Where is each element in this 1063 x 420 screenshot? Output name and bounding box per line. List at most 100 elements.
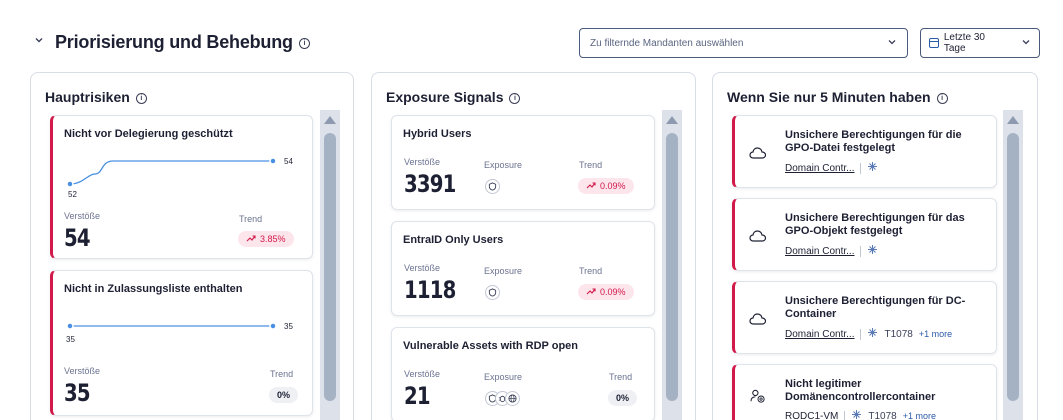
info-icon[interactable]: i [509, 92, 521, 104]
trend-sparkline [66, 322, 277, 330]
technique-id: T1078 [884, 328, 913, 340]
scrollbar[interactable] [320, 110, 340, 420]
scrollbar[interactable] [662, 110, 682, 420]
trend-badge: 0.09% [578, 178, 634, 194]
mitre-icon [867, 327, 878, 341]
violations-count: 21 [404, 382, 431, 410]
panel-five-minutes: Wenn Sie nur 5 Minuten haben i Unsichere … [712, 72, 1038, 420]
info-icon[interactable]: i [298, 37, 310, 49]
card-title: Nicht in Zulassungsliste enthalten [64, 283, 243, 295]
mitre-icon [867, 161, 878, 175]
shield-icon [485, 179, 500, 194]
globe-icon [505, 391, 520, 406]
sparkline-start-label: 52 [68, 190, 77, 199]
panel-title: Hauptrisiken i [45, 89, 147, 105]
trend-value: 3.85% [260, 234, 286, 244]
violations-label: Verstöße [64, 366, 101, 376]
chevron-down-icon[interactable] [33, 34, 47, 48]
technique-id: T1078 [868, 410, 897, 420]
item-meta: Domain Contr... [785, 161, 878, 175]
divider [860, 162, 862, 174]
divider [844, 410, 846, 420]
sparkline-end-label: 54 [284, 157, 293, 166]
exposure-label: Exposure [484, 266, 523, 276]
panel-title: Exposure Signals i [386, 89, 521, 105]
violations-label: Verstöße [64, 211, 101, 221]
sparkline-start-label: 35 [66, 335, 75, 344]
scrollbar-thumb[interactable] [1007, 133, 1019, 401]
trend-value: 0.09% [600, 181, 626, 191]
quick-fix-item[interactable]: Unsichere Berechtigungen für die GPO-Dat… [732, 115, 997, 188]
item-meta: Domain Contr... T1078 +1 more [785, 327, 952, 341]
violations-count: 35 [64, 379, 91, 407]
risk-card[interactable]: Nicht in Zulassungsliste enthalten 35 35… [50, 270, 313, 416]
user-at-icon [750, 389, 765, 403]
panel-main-risks: Hauptrisiken i Nicht vor Delegierung gesc… [30, 72, 354, 420]
asset-link[interactable]: Domain Contr... [785, 162, 855, 174]
trend-badge: 0% [608, 390, 638, 406]
tenant-filter-placeholder: Zu filternde Mandanten auswählen [590, 37, 744, 49]
panel-title: Wenn Sie nur 5 Minuten haben i [727, 89, 948, 105]
trend-up-icon [586, 287, 596, 297]
info-icon[interactable]: i [135, 92, 147, 104]
trend-sparkline [66, 157, 277, 188]
violations-count: 1118 [404, 276, 456, 304]
more-techniques-link[interactable]: +1 more [902, 411, 936, 420]
trend-value: 0.09% [600, 287, 626, 297]
signal-card[interactable]: Vulnerable Assets with RDP open Verstöße… [391, 327, 655, 420]
tenant-filter-select[interactable]: Zu filternde Mandanten auswählen [579, 28, 908, 58]
trend-label: Trend [239, 214, 263, 224]
signal-card[interactable]: EntraID Only Users Verstöße 1118 Exposur… [391, 221, 655, 316]
risk-card[interactable]: Nicht vor Delegierung geschützt 52 54 Ve… [50, 115, 313, 259]
trend-badge: 3.85% [238, 231, 294, 247]
violations-label: Verstöße [404, 369, 441, 379]
scrollbar[interactable] [1003, 110, 1023, 420]
scrollbar-thumb[interactable] [666, 133, 678, 401]
item-title: Unsichere Berechtigungen für DC-Containe… [785, 295, 966, 320]
card-title: EntraID Only Users [403, 234, 504, 246]
asset-link[interactable]: RODC1-VM [785, 410, 839, 420]
quick-fix-item[interactable]: Unsichere Berechtigungen für DC-Containe… [732, 281, 997, 354]
sparkline-end-label: 35 [284, 322, 293, 331]
violations-label: Verstöße [404, 263, 441, 273]
item-title: Unsichere Berechtigungen für die GPO-Dat… [785, 129, 962, 154]
chevron-down-icon [1021, 37, 1031, 50]
item-title: Unsichere Berechtigungen für das GPO-Obj… [785, 212, 965, 237]
violations-label: Verstöße [404, 157, 441, 167]
asset-link[interactable]: Domain Contr... [785, 245, 855, 257]
more-techniques-link[interactable]: +1 more [918, 329, 953, 339]
trend-up-icon [586, 181, 596, 191]
scroll-up-arrow-icon[interactable] [324, 116, 336, 124]
scroll-up-arrow-icon[interactable] [1007, 116, 1019, 124]
quick-fix-item[interactable]: Unsichere Berechtigungen für das GPO-Obj… [732, 198, 997, 271]
card-title: Nicht vor Delegierung geschützt [64, 128, 233, 140]
trend-label: Trend [270, 369, 294, 379]
item-meta: Domain Contr... [785, 244, 878, 258]
mitre-icon [867, 244, 878, 258]
quick-fix-item[interactable]: Nicht legitimer Domänencontrollercontain… [732, 364, 997, 420]
divider [860, 245, 862, 257]
date-range-select[interactable]: Letzte 30 Tage [920, 28, 1040, 58]
cloud-icon [749, 313, 767, 325]
trend-up-icon [246, 234, 256, 244]
scrollbar-thumb[interactable] [324, 133, 336, 401]
page-title: Priorisierung und Behebung i [55, 32, 310, 53]
trend-label: Trend [579, 160, 603, 170]
asset-link[interactable]: Domain Contr... [785, 328, 855, 340]
exposure-label: Exposure [484, 372, 523, 382]
trend-badge: 0.09% [578, 284, 634, 300]
card-title: Vulnerable Assets with RDP open [403, 340, 579, 352]
date-range-label: Letzte 30 Tage [943, 32, 985, 54]
section-header: Priorisierung und Behebung i Zu filternde… [0, 0, 1063, 70]
item-meta: RODC1-VM T1078 +1 more [785, 409, 936, 420]
info-icon[interactable]: i [936, 92, 948, 104]
signal-card[interactable]: Hybrid Users Verstöße 3391 Exposure Tren… [391, 115, 655, 210]
trend-label: Trend [609, 372, 633, 382]
violations-count: 3391 [404, 170, 456, 198]
trend-label: Trend [579, 266, 603, 276]
panel-exposure-signals: Exposure Signals i Hybrid Users Verstöße … [371, 72, 696, 420]
trend-badge: 0% [269, 387, 299, 403]
card-title: Hybrid Users [403, 128, 472, 140]
calendar-icon [929, 38, 939, 48]
scroll-up-arrow-icon[interactable] [666, 116, 678, 124]
